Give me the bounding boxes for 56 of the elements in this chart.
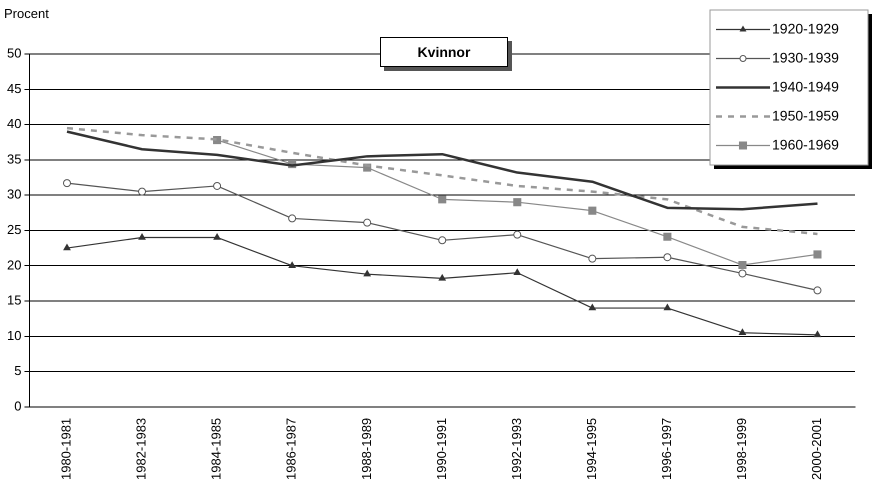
y-tick-label: 45 bbox=[6, 80, 22, 96]
point bbox=[288, 214, 296, 222]
x-tick-label: 1996-1997 bbox=[658, 418, 674, 480]
y-tick-label: 20 bbox=[6, 257, 22, 272]
y-tick-label: 0 bbox=[14, 398, 22, 414]
point bbox=[663, 232, 672, 241]
y-tick-label: 25 bbox=[6, 222, 22, 237]
x-tick-label: 1986-1987 bbox=[284, 418, 299, 480]
point bbox=[438, 274, 446, 281]
legend-label: 1960-1969 bbox=[772, 136, 840, 152]
point bbox=[288, 262, 296, 268]
y-tick-label: 50 bbox=[6, 46, 22, 61]
point bbox=[138, 188, 146, 196]
point bbox=[738, 269, 746, 278]
point bbox=[513, 230, 522, 239]
point bbox=[513, 198, 522, 206]
x-tick-label: 1994-1995 bbox=[584, 418, 599, 480]
legend-label: 1920-1929 bbox=[772, 20, 840, 36]
point bbox=[738, 328, 746, 335]
x-tick-label: 2000-2001 bbox=[809, 418, 824, 480]
legend-label: 1930-1939 bbox=[772, 49, 840, 66]
point bbox=[63, 244, 71, 250]
point bbox=[138, 233, 146, 240]
point bbox=[814, 330, 822, 338]
point bbox=[214, 233, 221, 240]
y-tick-label: 15 bbox=[6, 292, 22, 308]
y-tick-label: 30 bbox=[6, 186, 22, 202]
point bbox=[438, 236, 446, 244]
point bbox=[588, 304, 596, 310]
point bbox=[738, 260, 746, 270]
y-tick-label: 10 bbox=[6, 328, 22, 343]
legend-label: 1950-1959 bbox=[772, 107, 840, 124]
point bbox=[213, 182, 222, 190]
y-tick-label: 35 bbox=[6, 151, 22, 166]
point bbox=[588, 254, 596, 263]
point bbox=[813, 286, 822, 294]
point bbox=[664, 304, 671, 310]
y-tick-label: 5 bbox=[14, 363, 22, 378]
y-axis-title: Procent bbox=[4, 6, 50, 22]
x-tick-label: 1982-1983 bbox=[134, 418, 149, 480]
point bbox=[588, 206, 596, 215]
x-tick-label: 1984-1985 bbox=[208, 418, 224, 480]
x-tick-label: 1980-1981 bbox=[58, 418, 74, 480]
point bbox=[364, 270, 371, 276]
point bbox=[62, 179, 71, 188]
x-tick-label: 1990-1991 bbox=[434, 418, 449, 480]
point bbox=[363, 218, 372, 227]
point bbox=[663, 253, 672, 262]
point bbox=[514, 268, 521, 276]
point bbox=[438, 195, 446, 204]
x-tick-label: 1992-1993 bbox=[508, 418, 524, 480]
legend-label: 1940-1949 bbox=[772, 78, 840, 94]
point bbox=[813, 250, 822, 258]
x-tick-label: 1988-1989 bbox=[358, 418, 374, 480]
x-tick-label: 1998-1999 bbox=[734, 418, 750, 480]
y-tick-label: 40 bbox=[6, 116, 22, 132]
